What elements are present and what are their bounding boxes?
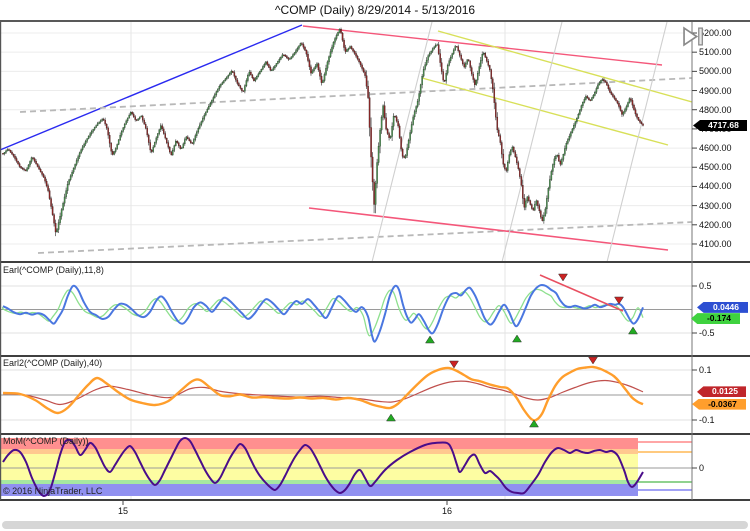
y-axis-label: 4400.00 <box>699 181 732 192</box>
y-axis-label: 4100.00 <box>699 238 732 249</box>
y-axis-label: 4500.00 <box>699 162 732 173</box>
earl-slow-value-badge: -0.174 <box>691 313 740 325</box>
y-axis-label: 4300.00 <box>699 200 732 211</box>
y-axis-label: 4600.00 <box>699 143 732 154</box>
y-axis-label: 4200.00 <box>699 219 732 230</box>
x-axis-label: 16 <box>441 506 452 516</box>
last-price-badge: 4717.68 <box>693 120 747 131</box>
y-axis-label: 5100.00 <box>699 47 732 58</box>
earl2-panel-label: Earl2(^COMP (Daily),40) <box>3 358 103 368</box>
y-axis-label: 0.1 <box>699 365 712 375</box>
earl-fast-value-badge: 0.0446 <box>697 301 748 313</box>
goto-end-icon <box>683 26 703 47</box>
y-axis-label: -0.5 <box>699 328 715 338</box>
y-axis-label: 0.5 <box>699 281 712 291</box>
horizontal-scrollbar[interactable] <box>2 521 748 529</box>
y-axis-label: 0 <box>699 463 705 473</box>
y-axis-label: 4800.00 <box>699 104 732 115</box>
y-axis-label: 5000.00 <box>699 66 732 77</box>
title-bar: ^COMP (Daily) 8/29/2014 - 5/13/2016 <box>0 0 750 20</box>
y-axis-label: -0.1 <box>699 415 715 425</box>
earl-panel-label: Earl(^COMP (Daily),11,8) <box>3 265 104 275</box>
x-axis-label: 15 <box>117 506 128 516</box>
y-axis-label: 4900.00 <box>699 85 732 96</box>
y-axis-label: 5200.00 <box>699 28 732 38</box>
chart-title: ^COMP (Daily) 8/29/2014 - 5/13/2016 <box>274 3 476 17</box>
goto-end-button[interactable] <box>680 26 707 47</box>
earl2-signal-value-badge: 0.0125 <box>697 386 746 398</box>
earl2-main-value-badge: -0.0367 <box>692 398 746 410</box>
mom-panel-label: MoM(^COMP (Daily)) <box>3 436 89 446</box>
copyright-label: © 2016 NinjaTrader, LLC <box>3 486 103 496</box>
